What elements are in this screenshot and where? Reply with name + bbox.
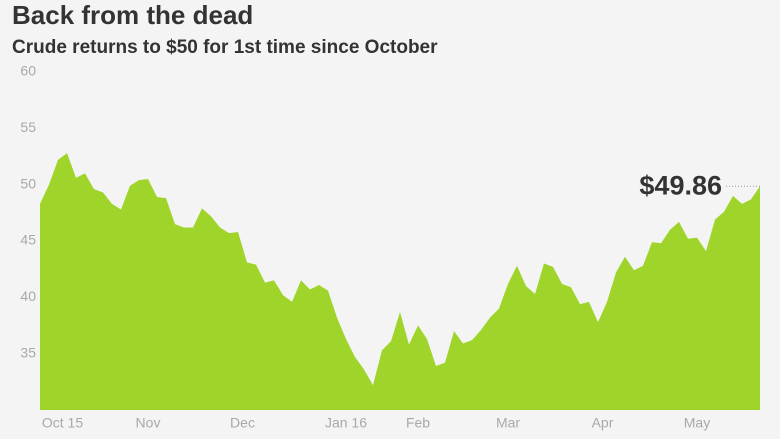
x-tick-label: Mar xyxy=(496,415,520,431)
chart-title: Back from the dead xyxy=(12,0,253,30)
x-tick-label: Feb xyxy=(406,415,430,431)
y-tick-label: 60 xyxy=(20,63,36,79)
x-tick-label: Apr xyxy=(592,415,614,431)
y-tick-label: 50 xyxy=(20,175,36,191)
area xyxy=(40,153,760,410)
y-tick-label: 40 xyxy=(20,288,36,304)
x-tick-label: Jan 16 xyxy=(325,415,367,431)
y-tick-label: 55 xyxy=(20,119,36,135)
y-tick-label: 35 xyxy=(20,344,36,360)
x-tick-label: Nov xyxy=(136,415,161,431)
chart-subtitle: Crude returns to $50 for 1st time since … xyxy=(12,37,438,58)
x-tick-label: May xyxy=(684,415,710,431)
x-tick-label: Dec xyxy=(230,415,255,431)
y-tick-label: 45 xyxy=(20,232,36,248)
x-tick-label: Oct 15 xyxy=(42,415,83,431)
annotation: $49.86 xyxy=(639,170,722,200)
